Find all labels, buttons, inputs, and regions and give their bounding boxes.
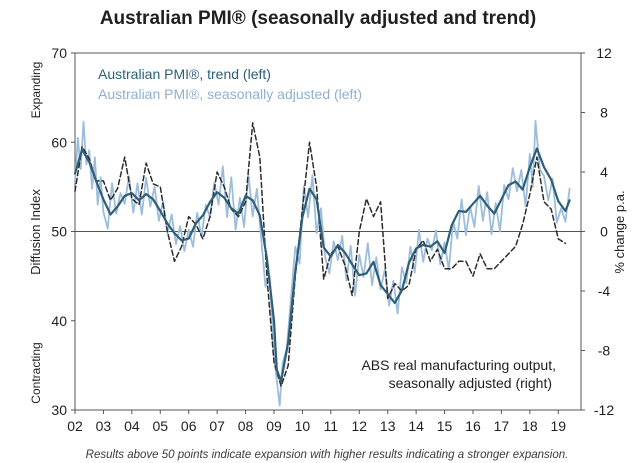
- left-tick-label: 40: [51, 313, 67, 329]
- left-tick-label: 60: [51, 134, 67, 150]
- right-tick-label: 8: [600, 105, 608, 121]
- x-tick-label: 18: [522, 418, 538, 434]
- series-line-trend: [73, 147, 571, 383]
- x-tick-label: 04: [124, 418, 140, 434]
- right-tick-label: 4: [600, 164, 608, 180]
- right-axis-label: % change p.a.: [612, 190, 627, 273]
- right-tick-label: -8: [598, 343, 611, 359]
- annotation-line-2: seasonally adjusted (right): [389, 375, 552, 391]
- series-line-seasonally-adjusted: [74, 119, 571, 407]
- left-tick-label: 70: [51, 45, 67, 61]
- legend-trend: Australian PMI®, trend (left): [98, 66, 271, 82]
- x-tick-label: 02: [67, 418, 83, 434]
- x-tick-label: 09: [266, 418, 282, 434]
- x-tick-label: 06: [181, 418, 197, 434]
- x-tick-label: 05: [152, 418, 168, 434]
- left-tick-label: 30: [51, 402, 67, 418]
- left-tick-label: 50: [51, 224, 67, 240]
- right-tick-label: 12: [596, 45, 612, 61]
- right-tick-label: -4: [598, 283, 611, 299]
- annotation-line-1: ABS real manufacturing output,: [361, 357, 556, 373]
- x-tick-label: 17: [494, 418, 510, 434]
- x-tick-label: 08: [238, 418, 254, 434]
- x-tick-label: 15: [437, 418, 453, 434]
- x-tick-label: 03: [96, 418, 112, 434]
- legend-seasonally-adjusted: Australian PMI®, seasonally adjusted (le…: [98, 86, 362, 102]
- footnote: Results above 50 points indicate expansi…: [86, 449, 569, 461]
- left-axis-label: Diffusion Index: [28, 189, 43, 275]
- series-layer: [73, 119, 571, 407]
- x-tick-label: 07: [209, 418, 225, 434]
- x-tick-label: 10: [295, 418, 311, 434]
- x-tick-label: 11: [324, 418, 339, 434]
- left-axis: 70 60 50 40 30: [51, 45, 75, 418]
- x-tick-label: 13: [380, 418, 396, 434]
- expanding-label: Expanding: [29, 62, 43, 119]
- x-axis: 02 03 04 05 06 07 08 09 10 11 12 13 14 15 16 17 18 19: [67, 410, 566, 434]
- series-line-abs-output: [74, 122, 567, 387]
- chart-title: Australian PMI® (seasonally adjusted and…: [100, 8, 536, 29]
- x-tick-label: 19: [550, 418, 566, 434]
- right-tick-label: -12: [594, 402, 614, 418]
- x-tick-label: 12: [351, 418, 367, 434]
- x-tick-label: 16: [465, 418, 481, 434]
- right-tick-label: 0: [600, 224, 608, 240]
- contracting-label: Contracting: [29, 342, 43, 403]
- x-tick-label: 14: [408, 418, 424, 434]
- right-axis: 12 8 4 0 -4 -8 -12: [581, 45, 614, 418]
